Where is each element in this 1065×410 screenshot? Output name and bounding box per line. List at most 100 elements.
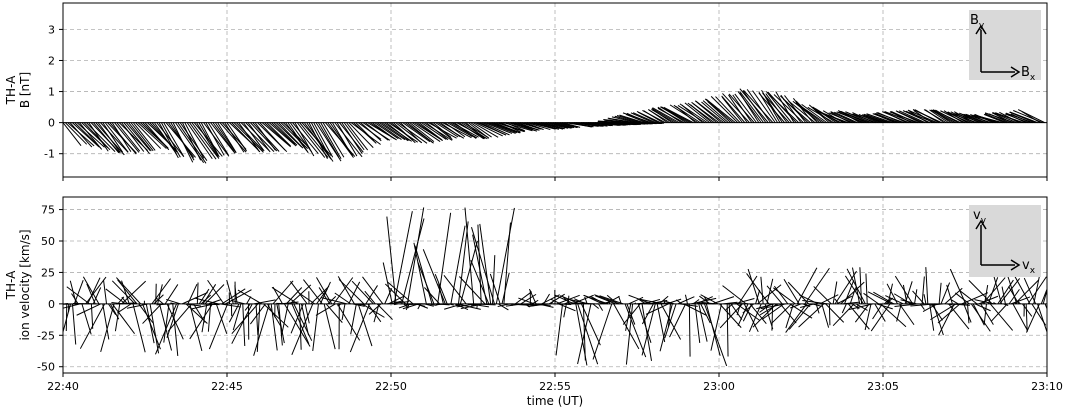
b-field-vector	[524, 122, 544, 131]
ion-velocity-vectors	[62, 207, 1048, 367]
ion-velocity-vector	[876, 303, 893, 310]
ion-velocity-vector	[242, 303, 246, 347]
ion-velocity-vector	[121, 280, 147, 305]
ion-velocity-vector	[189, 303, 213, 340]
ion-velocity-vector	[931, 303, 943, 321]
b-field-vector	[902, 110, 931, 124]
v-y-tick-label: 0	[48, 298, 55, 311]
ion-velocity-vector	[198, 288, 210, 305]
b-field-vector	[72, 122, 100, 148]
b-field-vector	[196, 122, 220, 159]
v-x-tick-label: 22:50	[375, 380, 407, 393]
ion-velocity-vector	[87, 277, 101, 305]
b-field-vector	[121, 122, 145, 152]
ion-velocity-vector	[796, 267, 818, 305]
ion-velocity-vector	[688, 303, 691, 357]
ion-velocity-vector	[520, 293, 537, 305]
ion-velocity-vector	[628, 296, 644, 305]
ion-velocity-vector	[550, 298, 561, 305]
ion-velocity-vector	[982, 277, 1006, 305]
ion-velocity-vector	[1042, 290, 1048, 304]
b-field-vector	[116, 122, 141, 152]
b-field-vector	[833, 111, 858, 124]
b-field-vector	[160, 122, 181, 158]
ion-velocity-vector	[719, 303, 743, 329]
b-field-vector	[971, 114, 998, 124]
b-field-vector	[381, 122, 409, 142]
ion-velocity-vector	[417, 261, 435, 305]
ion-velocity-legend-vertical-arrowhead	[975, 219, 987, 230]
ion-velocity-vector	[105, 288, 126, 305]
b-field-vector	[135, 122, 162, 149]
ion-velocity-vector	[193, 303, 206, 323]
ion-velocity-vector	[785, 303, 808, 333]
ion-velocity-vector	[85, 276, 107, 305]
ion-velocity-vector	[925, 267, 929, 304]
b-field-vector	[191, 122, 219, 158]
b-field-vector	[721, 96, 743, 123]
ion-velocity-vector	[303, 279, 323, 305]
b-field-vector	[543, 122, 563, 130]
ion-velocity-vector	[563, 303, 567, 318]
ion-velocity-vector	[594, 294, 620, 305]
ion-velocity-vector	[656, 303, 666, 343]
v-x-tick-label: 23:00	[703, 380, 735, 393]
ion-velocity-vector	[454, 303, 469, 311]
b-y-tick-label: 1	[48, 86, 55, 99]
b-field-vector	[984, 113, 1008, 124]
b-field-vector	[940, 110, 966, 124]
b-field-vector	[773, 94, 804, 123]
b-field-vector	[205, 122, 225, 156]
ion-velocity-vector	[81, 303, 92, 335]
b-field-vector	[1004, 113, 1029, 124]
ion-velocity-vector	[154, 303, 177, 355]
ion-velocity-vector	[107, 303, 117, 316]
ion-velocity-vector	[1014, 279, 1039, 305]
b-field-vector	[568, 122, 592, 128]
ion-velocity-vector	[528, 288, 537, 305]
b-field-vector	[651, 107, 678, 124]
b-field-vector	[461, 122, 488, 140]
ion-velocity-vector	[968, 280, 993, 305]
ion-velocity-vector	[699, 295, 711, 305]
b-field-vector	[236, 122, 264, 151]
ion-velocity-vector	[470, 260, 490, 305]
b-field-vector	[695, 100, 724, 124]
ion-velocity-vector	[912, 290, 925, 305]
b-field-vector	[280, 122, 308, 150]
ion-velocity-vector	[1016, 300, 1021, 305]
ion-velocity-vector	[333, 277, 354, 305]
ion-velocity-vector	[167, 303, 193, 332]
ion-velocity-vector	[234, 285, 238, 304]
ion-velocity-vector	[783, 278, 800, 305]
b-field-vector	[632, 112, 656, 124]
ion-velocity-vector	[638, 298, 663, 305]
ion-velocity-vector	[270, 303, 278, 351]
b-field-vector	[607, 117, 635, 124]
b-field-vector	[376, 122, 402, 140]
ion-velocity-vector	[291, 303, 314, 355]
ion-velocity-vector	[595, 295, 616, 305]
ion-velocity-vector	[62, 303, 81, 309]
ion-velocity-vector	[989, 303, 1014, 331]
ion-velocity-vector	[549, 293, 565, 305]
b-field-vector	[929, 109, 949, 124]
b-field-vector	[200, 122, 220, 158]
b-field-vector	[153, 122, 177, 154]
b-field-vector	[739, 91, 764, 123]
ion-velocity-vector	[1006, 273, 1018, 305]
ion-velocity-vector	[813, 286, 832, 305]
ion-velocity-vector	[543, 293, 550, 305]
ion-velocity-vector	[900, 299, 917, 305]
ion-velocity-vector	[885, 295, 904, 305]
ion-velocity-vector	[641, 303, 653, 361]
b-field-vector	[769, 94, 800, 123]
ion-velocity-vector	[675, 299, 683, 305]
b-field-vector	[210, 122, 236, 154]
b-field-vector	[677, 105, 706, 124]
ion-velocity-vector	[558, 303, 576, 312]
ion-velocity-vector	[142, 303, 161, 350]
b-field-vector	[475, 122, 503, 137]
ion-velocity-vector	[694, 303, 701, 343]
b-field-vector	[79, 122, 103, 150]
